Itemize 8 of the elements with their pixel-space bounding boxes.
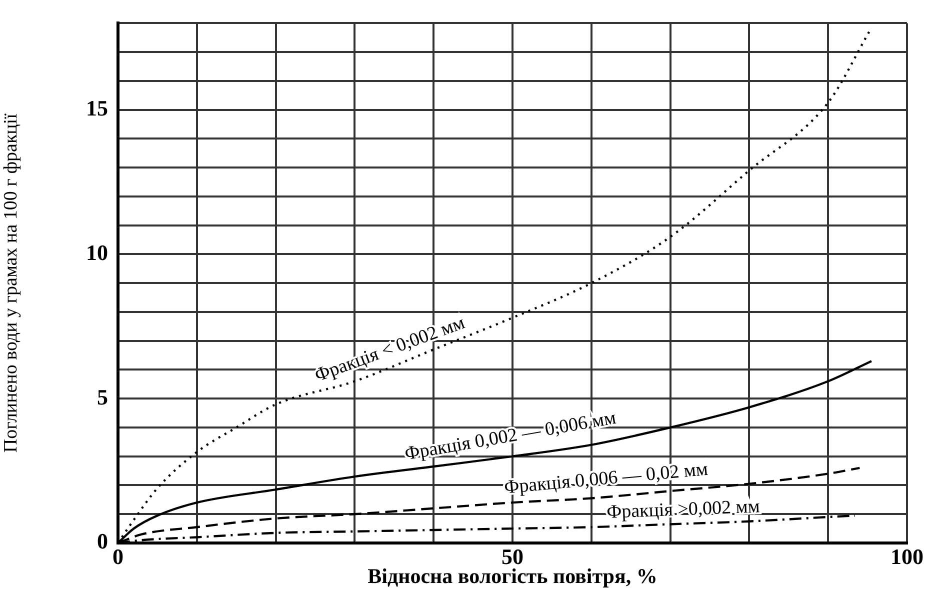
x-tick-label: 0: [112, 544, 124, 569]
y-tick-label: 15: [86, 96, 108, 121]
y-tick-label: 10: [86, 240, 108, 265]
y-axis-title: Поглинено води у грамах на 100 г фракції: [0, 112, 22, 453]
text: Фракція < 0,002 мм: [312, 312, 468, 386]
y-tick-label: 5: [97, 384, 108, 410]
x-tick-label: 100: [890, 544, 924, 569]
series-label: Фракція >0,002 мм: [606, 496, 760, 523]
